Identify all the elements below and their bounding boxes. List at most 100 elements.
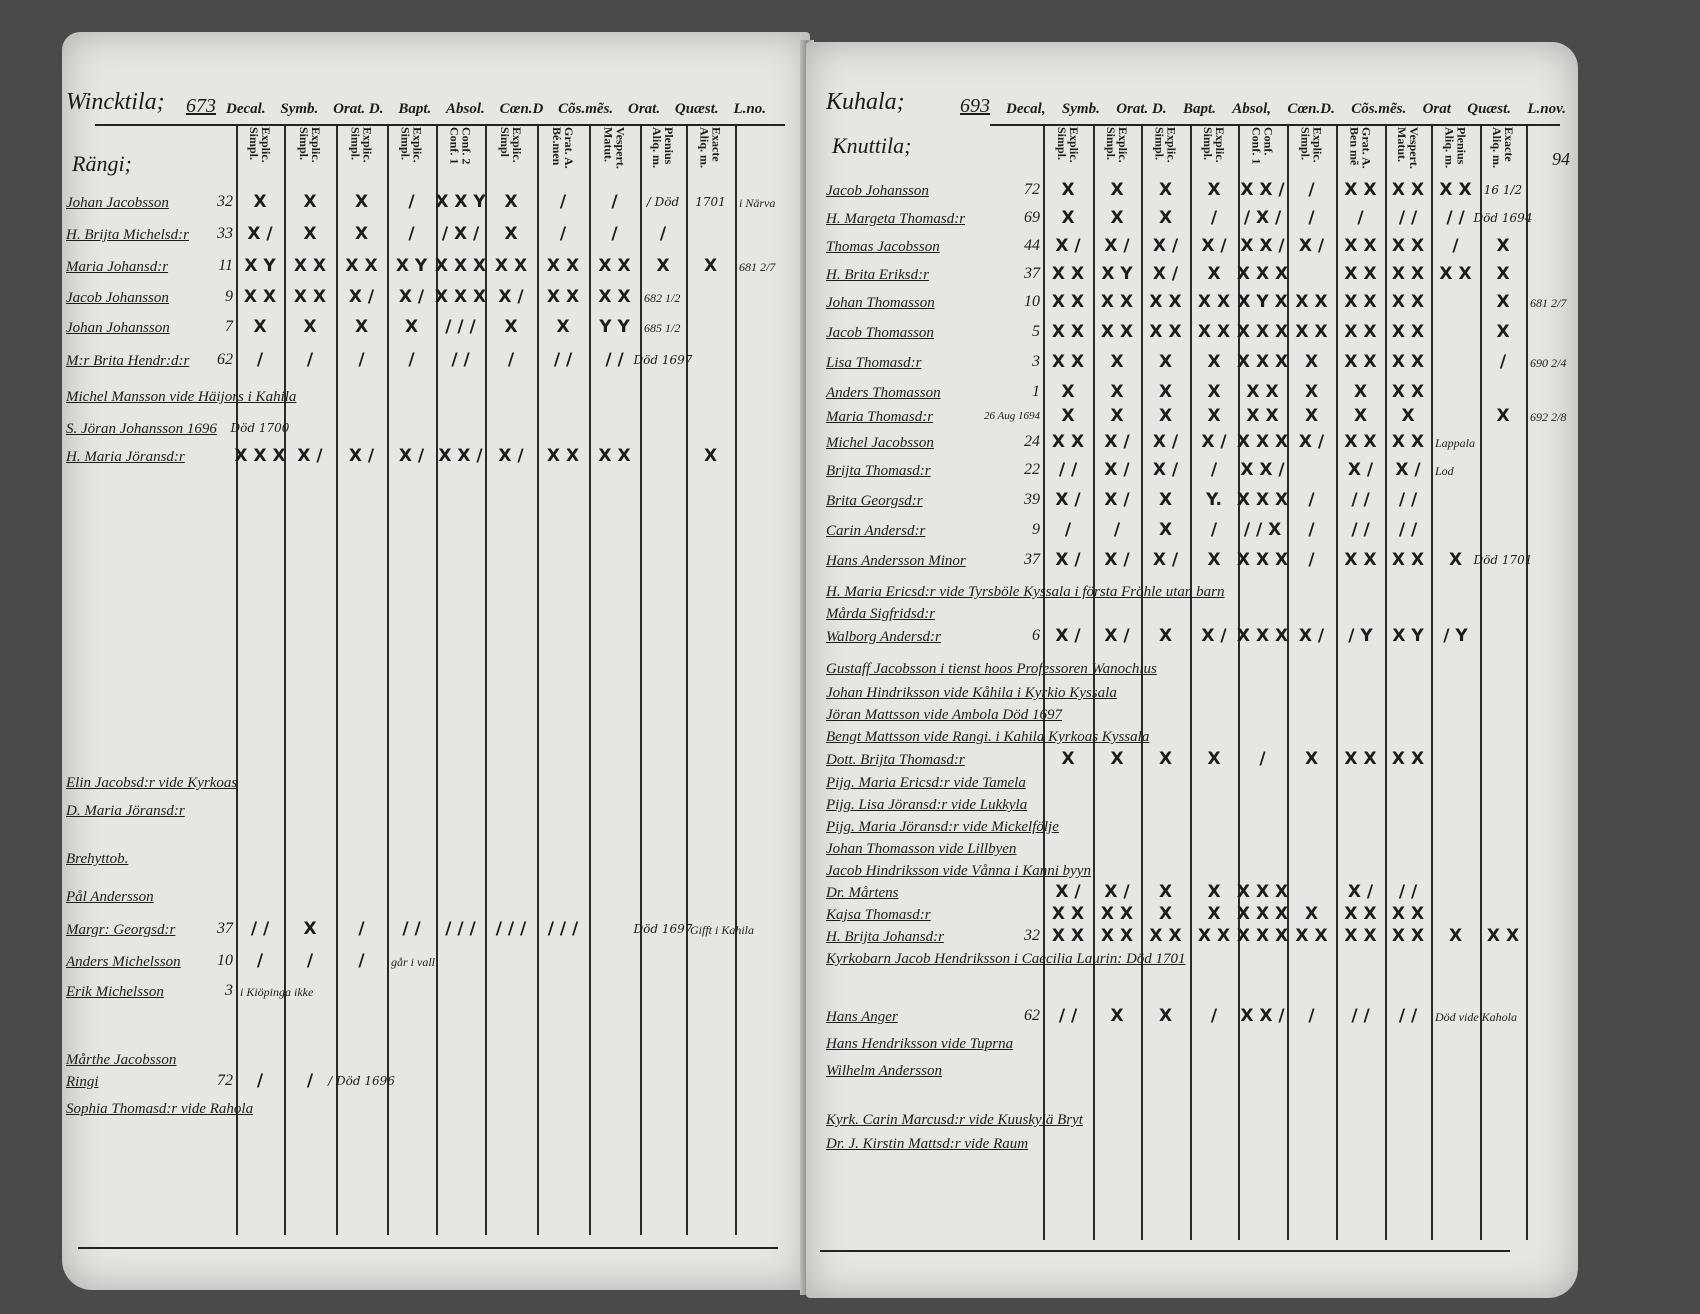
row-name: Johan Thomasson vide Lillbyen [826,841,1017,857]
tally-mark: / Y [1348,626,1373,646]
row-note: Lod [1435,464,1454,478]
column-rule [735,126,737,1235]
tally-mark: X X / [1240,460,1285,480]
tally-mark: X [354,317,369,337]
tally-mark: X [1110,352,1124,372]
tally-mark: X / [1104,550,1130,570]
tally-mark: Y. [1206,490,1222,510]
row-name: Johan Hindriksson vide Kåhila i Kyrkio K… [826,685,1117,701]
tally-mark: X [1158,904,1173,924]
tally-mark: X [1061,180,1075,200]
tally-mark: X X [1051,352,1085,372]
tally-mark: X [1158,749,1173,769]
row-name: Maria Johansd:r [66,259,169,275]
tally-mark: / [1113,520,1121,540]
column-rule [686,126,688,1235]
tally-mark: X [504,192,518,212]
tally-mark: X X [1391,180,1425,200]
row-name: Brijta Thomasd:r [826,463,931,479]
tally-mark: / [256,951,264,971]
tally-mark: X X X [1236,322,1289,342]
tally-mark: X X [1051,904,1085,924]
tally-mark: X X [1344,264,1377,284]
row-age: 1 [1032,383,1040,400]
tally-mark: X / [1201,626,1227,646]
tally-mark: / [611,224,618,244]
sub-column-label: Exacte Aliq. m. [697,127,724,169]
row-age: 9 [225,288,233,305]
tally-mark: X X [1344,322,1377,342]
bottom-rule [820,1250,1510,1252]
tally-mark: X / [1104,490,1130,510]
tally-mark: / / [605,350,624,370]
tally-mark: X [1496,236,1510,256]
column-rule [1190,126,1192,1240]
row-name: Brehyttob. [66,851,129,867]
section-heading: Rängi; [72,151,132,176]
tally-mark: X X X [1236,550,1289,570]
tally-mark: X / [247,224,273,244]
tally-mark: X X X [1236,882,1289,902]
tally-mark: / [1259,749,1266,769]
tally-mark: X [1304,352,1319,372]
sub-column-label: Plenius Aliq. m. [650,127,676,169]
row-note: 681 2/7 [1530,296,1567,310]
tally-mark: X / [1152,264,1179,284]
row-age: 69 [1024,209,1040,226]
tally-mark: / / [250,919,270,939]
tally-mark: X / [1055,626,1081,646]
tally-mark: X / [1201,236,1227,256]
tally-mark: / [659,224,667,244]
row-age: 7 [225,318,233,335]
tally-mark: X X [1295,322,1328,342]
row-name: Johan Jacobsson [66,195,169,211]
tally-mark: X X [1149,322,1182,342]
tally-mark: X [1158,1006,1173,1026]
printed-header: Decal. Symb. Orat. D. Bapt. Absol. Cœn.D Cõs.m… [226,100,766,118]
tally-mark: X [1110,180,1124,200]
tally-mark: X X [1100,926,1134,946]
page-number: 673 [186,95,216,117]
tally-mark: X / [398,446,425,466]
tally-mark: / / / [495,919,527,939]
tally-mark: X X [546,287,580,307]
tally-mark: / / / [547,919,579,939]
row-name: Johan Thomasson [826,295,935,311]
tally-mark: X [404,317,419,337]
row-name: Pijg. Maria Jöransd:r vide Mickelfölje [826,819,1059,835]
tally-mark: X [1061,208,1075,228]
row-name: Kyrk. Carin Marcusd:r vide Kuuskylä Bryt [826,1112,1083,1128]
sub-column-label: Exacte Aliq. m. [1490,127,1516,169]
tally-mark: X X [1344,352,1377,372]
tally-mark: X X [1344,904,1377,924]
tally-mark: / [1308,1006,1315,1026]
row-age: 24 [1024,433,1040,450]
sub-column-label: Explic. Simpl. [398,127,425,163]
row-note: 685 1/2 [644,321,681,335]
column-rule [1238,126,1240,1240]
tally-mark: X X X [1236,626,1289,646]
tally-mark: X X Y [435,192,486,212]
row-name: Anders Michelsson [66,954,181,970]
tally-mark: / [306,350,314,370]
tally-mark: X [303,224,317,244]
column-rule [387,126,389,1235]
row-name: M:r Brita Hendr:d:r [66,353,190,369]
tally-mark: X / [1347,882,1374,902]
row-name: Dr. J. Kirstin Mattsd:r vide Raum [826,1136,1029,1152]
row-name: H. Brijta Michelsd:r [66,227,189,243]
tally-mark: / X / [441,224,480,244]
row-name: Thomas Jacobsson [826,239,940,255]
header-column-label: Bapt. [398,101,432,117]
tally-mark: X Y [395,256,428,276]
row-name: Erik Michelsson [66,984,164,1000]
column-rule [1385,126,1387,1240]
tally-mark: / / [553,350,573,370]
tally-mark: X X X [1236,352,1289,372]
tally-mark: X X [1246,406,1279,426]
tally-mark: X X [598,446,631,466]
row-name: D. Maria Jöransd:r [66,803,185,819]
tally-mark: X [253,317,267,337]
header-column-label: L.no. [733,101,766,117]
header-column-label: Orat. D. [333,101,384,117]
